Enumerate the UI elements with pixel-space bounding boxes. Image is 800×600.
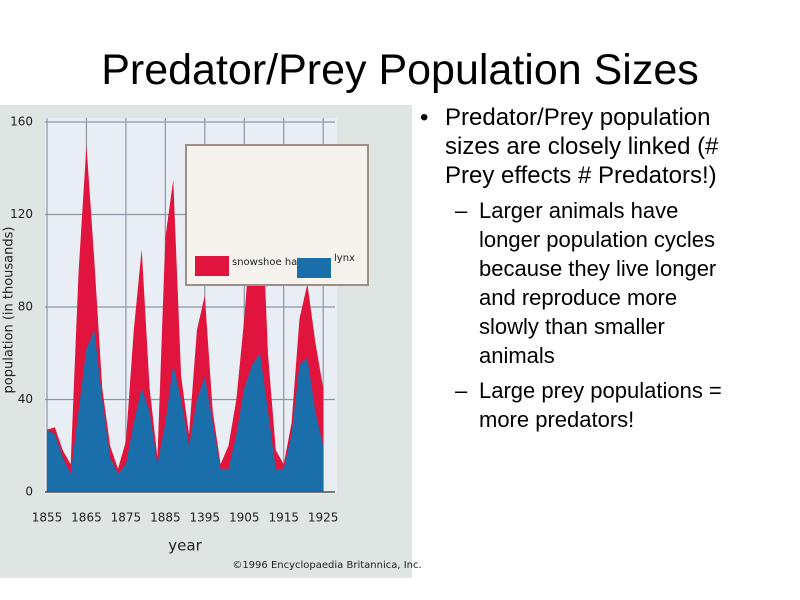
legend: snowshoe hare lynx	[195, 253, 355, 278]
bullet-text: Predator/Prey population sizes are close…	[445, 104, 719, 189]
bullet-marker: –	[455, 378, 468, 403]
area	[47, 330, 324, 492]
y-tick-label: 160	[10, 115, 33, 129]
legend-swatch	[297, 258, 331, 278]
x-tick-label: 1865	[71, 511, 102, 525]
credit: ©1996 Encyclopaedia Britannica, Inc.	[232, 560, 421, 571]
legend-label: snowshoe hare	[232, 257, 307, 268]
sub-bullet-text: Large prey populations = more predators!	[479, 378, 722, 432]
y-tick-label: 120	[10, 207, 33, 221]
y-tick-label: 0	[25, 485, 33, 499]
y-tick-label: 40	[18, 392, 33, 406]
legend-swatch	[195, 256, 229, 276]
x-tick-label: 1925	[308, 511, 339, 525]
bullet-marker: •	[420, 104, 429, 131]
x-axis-label: year	[168, 537, 202, 555]
x-tick-label: 1915	[268, 511, 299, 525]
sub-bullet-text: Larger animals have longer population cy…	[479, 198, 717, 368]
sub-bullet: – Large prey populations = more predators…	[455, 376, 740, 434]
x-tick-label: 1395	[190, 511, 221, 525]
legend-label: lynx	[334, 253, 355, 264]
x-tick-label: 1885	[150, 511, 181, 525]
x-tick-label: 1875	[111, 511, 142, 525]
x-tick-label: 1905	[229, 511, 260, 525]
bullet-marker: –	[455, 198, 468, 223]
slide-title: Predator/Prey Population Sizes	[101, 46, 699, 94]
y-axis-label: population (in thousands)	[2, 227, 17, 394]
y-tick-label: 80	[18, 300, 33, 314]
x-tick-label: 1855	[32, 511, 63, 525]
bullet: • Predator/Prey population sizes are clo…	[420, 103, 750, 434]
sub-bullet: – Larger animals have longer population c…	[455, 196, 740, 370]
